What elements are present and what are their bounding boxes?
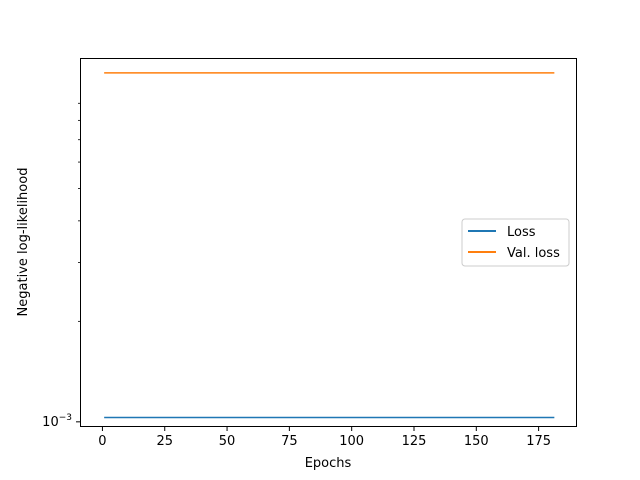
legend-label-val-loss: Val. loss xyxy=(507,246,560,261)
x-tick-label: 0 xyxy=(98,434,106,449)
x-tick-label: 25 xyxy=(156,434,173,449)
y-tick-label: 10−3 xyxy=(42,413,72,430)
axes-frame xyxy=(80,58,577,427)
y-axis-ticks: 10−3 xyxy=(42,102,80,430)
x-tick-label: 75 xyxy=(281,434,298,449)
series-layer xyxy=(104,72,555,419)
y-axis-label: Negative log-likelihood xyxy=(16,168,31,317)
legend-label-loss: Loss xyxy=(507,225,536,240)
legend: Loss Val. loss xyxy=(461,218,570,267)
x-tick-label: 175 xyxy=(526,434,551,449)
x-axis-label: Epochs xyxy=(305,456,352,471)
x-tick-label: 150 xyxy=(464,434,489,449)
x-tick-label: 100 xyxy=(339,434,364,449)
x-axis-ticks: 0 25 50 75 100 125 150 175 xyxy=(98,427,551,449)
x-tick-label: 50 xyxy=(219,434,236,449)
x-tick-label: 125 xyxy=(402,434,427,449)
